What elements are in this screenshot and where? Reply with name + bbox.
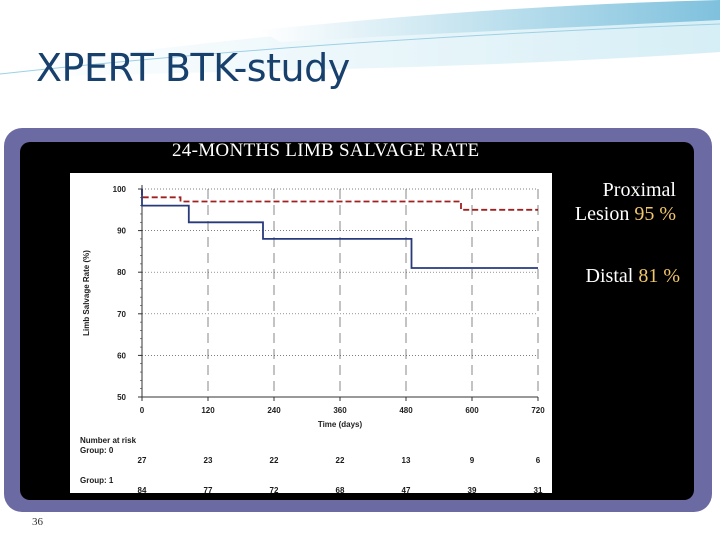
legend-proximal-label-2: Lesion	[574, 203, 630, 225]
x-tick-label: 240	[267, 406, 281, 415]
risk-count: 9	[470, 456, 475, 465]
legend-proximal: Proximal Lesion 95 %	[556, 178, 676, 226]
y-tick-label: 50	[117, 393, 126, 402]
x-tick-label: 360	[333, 406, 347, 415]
x-axis-title: Time (days)	[318, 420, 363, 429]
series-line-0	[141, 189, 538, 211]
risk-table-heading: Number at risk	[80, 436, 137, 445]
y-tick-label: 60	[117, 351, 126, 360]
risk-count: 13	[402, 456, 411, 465]
risk-count: 23	[204, 456, 213, 465]
y-axis-title: Limb Salvage Rate (%)	[82, 250, 91, 336]
header-swoosh-decoration	[0, 0, 720, 78]
legend-proximal-line: Lesion 95 %	[556, 202, 676, 226]
y-tick-label: 90	[117, 227, 126, 236]
risk-group-label: Group: 0	[80, 446, 114, 455]
x-tick-label: 120	[201, 406, 215, 415]
legend-proximal-value: 95 %	[634, 203, 676, 225]
km-chart: 50 60 70 80 90 100 0 120 240 360 480 600 720 Time (da…	[80, 185, 545, 493]
legend-distal-value: 81 %	[638, 265, 680, 287]
chart-title: 24-MONTHS LIMB SALVAGE RATE	[172, 140, 480, 161]
risk-count: 68	[336, 486, 345, 493]
series-line-1	[141, 189, 538, 269]
risk-count: 22	[270, 456, 279, 465]
risk-count: 31	[534, 486, 543, 493]
y-tick-label: 100	[113, 185, 127, 194]
risk-count: 22	[336, 456, 345, 465]
risk-count: 84	[138, 486, 147, 493]
risk-count: 27	[138, 456, 147, 465]
risk-count: 47	[402, 486, 411, 493]
x-tick-label: 480	[399, 406, 413, 415]
legend-distal: Distal 81 %	[556, 264, 680, 288]
risk-count: 39	[468, 486, 477, 493]
y-tick-label: 80	[117, 268, 126, 277]
x-tick-label: 720	[531, 406, 545, 415]
risk-count: 72	[270, 486, 279, 493]
slide-title: XPERT BTK-study	[36, 46, 350, 90]
risk-count: 6	[536, 456, 541, 465]
risk-count: 77	[204, 486, 213, 493]
x-tick-label: 600	[465, 406, 479, 415]
slide-number: 36	[32, 516, 43, 528]
x-tick-label: 0	[140, 406, 145, 415]
y-tick-label: 70	[117, 310, 126, 319]
legend-distal-label: Distal	[585, 265, 634, 287]
km-chart-area: 50 60 70 80 90 100 0 120 240 360 480 600 720 Time (da…	[70, 173, 552, 493]
legend-proximal-label: Proximal	[602, 179, 676, 201]
risk-group-label: Group: 1	[80, 476, 114, 485]
